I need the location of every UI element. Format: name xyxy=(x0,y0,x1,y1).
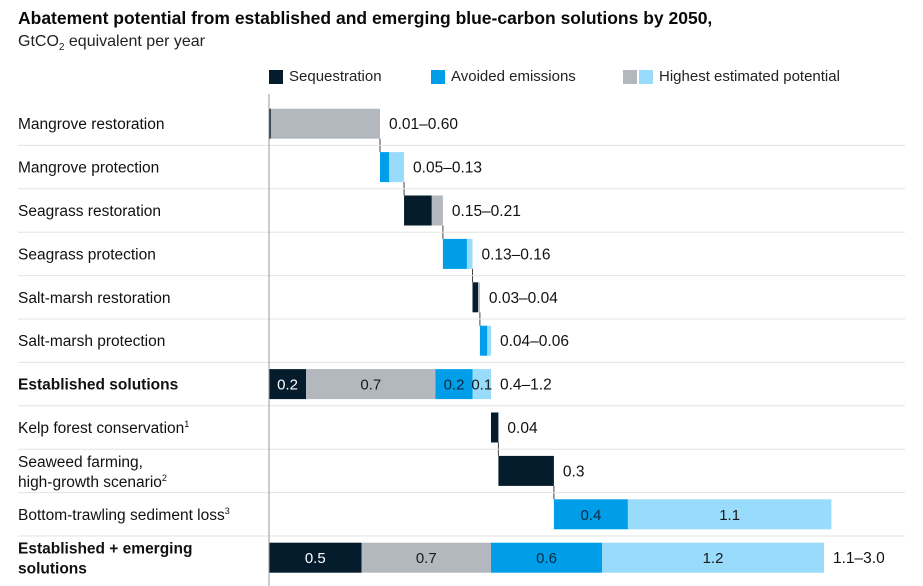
legend-item-sequestration: Sequestration xyxy=(269,68,382,85)
bar-segment-avoided xyxy=(553,499,628,530)
row-range-label: 0.03–0.04 xyxy=(489,290,558,307)
legend-item-highest: Highest estimated potential xyxy=(623,68,840,85)
legend-label-sequestration: Sequestration xyxy=(289,68,382,85)
row-label: Kelp forest conservation1 xyxy=(18,419,189,437)
legend-swatch-sequestration xyxy=(269,69,283,84)
row-range-label: 0.05–0.13 xyxy=(413,160,482,177)
bar-segment-sequestration_high xyxy=(270,108,380,139)
bar-segment-label: 0.1 xyxy=(471,377,492,394)
bar-segment-sequestration xyxy=(491,412,499,443)
row-label: Mangrove protection xyxy=(18,160,159,177)
bar-segment-sequestration xyxy=(269,108,271,139)
bar-segment-sequestration xyxy=(269,369,306,400)
row-range-label: 0.15–0.21 xyxy=(452,203,521,220)
subtitle-unit-subscript: 2 xyxy=(58,42,65,54)
chart-title: Abatement potential from established and… xyxy=(18,8,713,28)
bar-segment-label: 1.2 xyxy=(703,550,724,567)
legend-label-highest: Highest estimated potential xyxy=(659,68,840,85)
bar-segment-avoided xyxy=(491,542,602,573)
row-label: Bottom-trawling sediment loss3 xyxy=(18,506,230,524)
row-range-label: 1.1–3.0 xyxy=(833,550,885,567)
bar-segment-sequestration xyxy=(404,195,432,226)
legend-swatch-avoided xyxy=(431,69,445,84)
bar-segment-label: 0.5 xyxy=(305,550,326,567)
bar-segment-label: 0.7 xyxy=(416,550,437,567)
row-label-footnote: 2 xyxy=(162,473,167,483)
row-range-label: 0.3 xyxy=(563,463,585,480)
subtitle-unit: GtCO xyxy=(18,33,59,50)
row-label-line2: solutions xyxy=(18,561,87,578)
row-label: Seaweed farming, xyxy=(18,454,143,471)
row-label-footnote: 3 xyxy=(225,506,230,516)
row-label-line2: high-growth scenario2 xyxy=(18,473,167,491)
row-label: Salt-marsh protection xyxy=(18,333,165,350)
row-label: Salt-marsh restoration xyxy=(18,290,170,307)
row-range-label: 0.4–1.2 xyxy=(500,377,552,394)
legend-label-avoided: Avoided emissions xyxy=(451,68,576,85)
bar-segment-sequestration xyxy=(498,455,554,486)
bar-segment-avoided_high xyxy=(487,325,491,356)
bar-segment-avoided_high xyxy=(627,499,832,530)
bar-segment-label: 0.2 xyxy=(277,377,298,394)
bar-segment-avoided_high xyxy=(389,152,405,183)
legend-item-avoided: Avoided emissions xyxy=(431,68,576,85)
bar-segment-label: 1.1 xyxy=(719,507,740,524)
bar-segment-label: 0.2 xyxy=(444,377,465,394)
bar-segment-avoided xyxy=(380,152,390,183)
bar-segment-label: 0.7 xyxy=(360,377,381,394)
bar-segment-label: 0.6 xyxy=(536,550,557,567)
row-range-label: 0.13–0.16 xyxy=(482,246,551,263)
legend-swatch-highest-gray xyxy=(623,69,637,84)
bar-segment-avoided_high xyxy=(472,369,491,400)
row-label: Seagrass restoration xyxy=(18,203,161,220)
row-range-label: 0.04 xyxy=(507,420,538,437)
bar-segment-avoided xyxy=(442,238,467,269)
bar-segment-sequestration xyxy=(269,542,362,573)
row-range-label: 0.04–0.06 xyxy=(500,333,569,350)
bar-segment-sequestration_high xyxy=(431,195,443,226)
subtitle-unit-suffix: equivalent per year xyxy=(64,33,205,50)
bar-segment-label: 0.4 xyxy=(580,507,601,524)
row-label: Established + emerging xyxy=(18,541,192,558)
chart-subtitle: GtCO2 equivalent per year xyxy=(18,33,205,53)
bar-segment-sequestration_high xyxy=(361,542,491,573)
bar-segment-sequestration xyxy=(472,282,479,313)
bar-segment-avoided xyxy=(435,369,473,400)
row-label-footnote: 1 xyxy=(184,419,189,429)
bar-segment-sequestration_high xyxy=(306,369,436,400)
row-label: Established solutions xyxy=(18,377,178,394)
row-label: Seagrass protection xyxy=(18,246,156,263)
bar-segment-avoided xyxy=(479,325,488,356)
bar-segment-avoided_high xyxy=(466,238,473,269)
bar-segment-avoided_high xyxy=(602,542,824,573)
legend-swatch-highest-blue xyxy=(639,69,653,84)
row-label: Mangrove restoration xyxy=(18,116,164,133)
row-range-label: 0.01–0.60 xyxy=(389,116,458,133)
bar-segment-sequestration_high xyxy=(478,282,480,313)
